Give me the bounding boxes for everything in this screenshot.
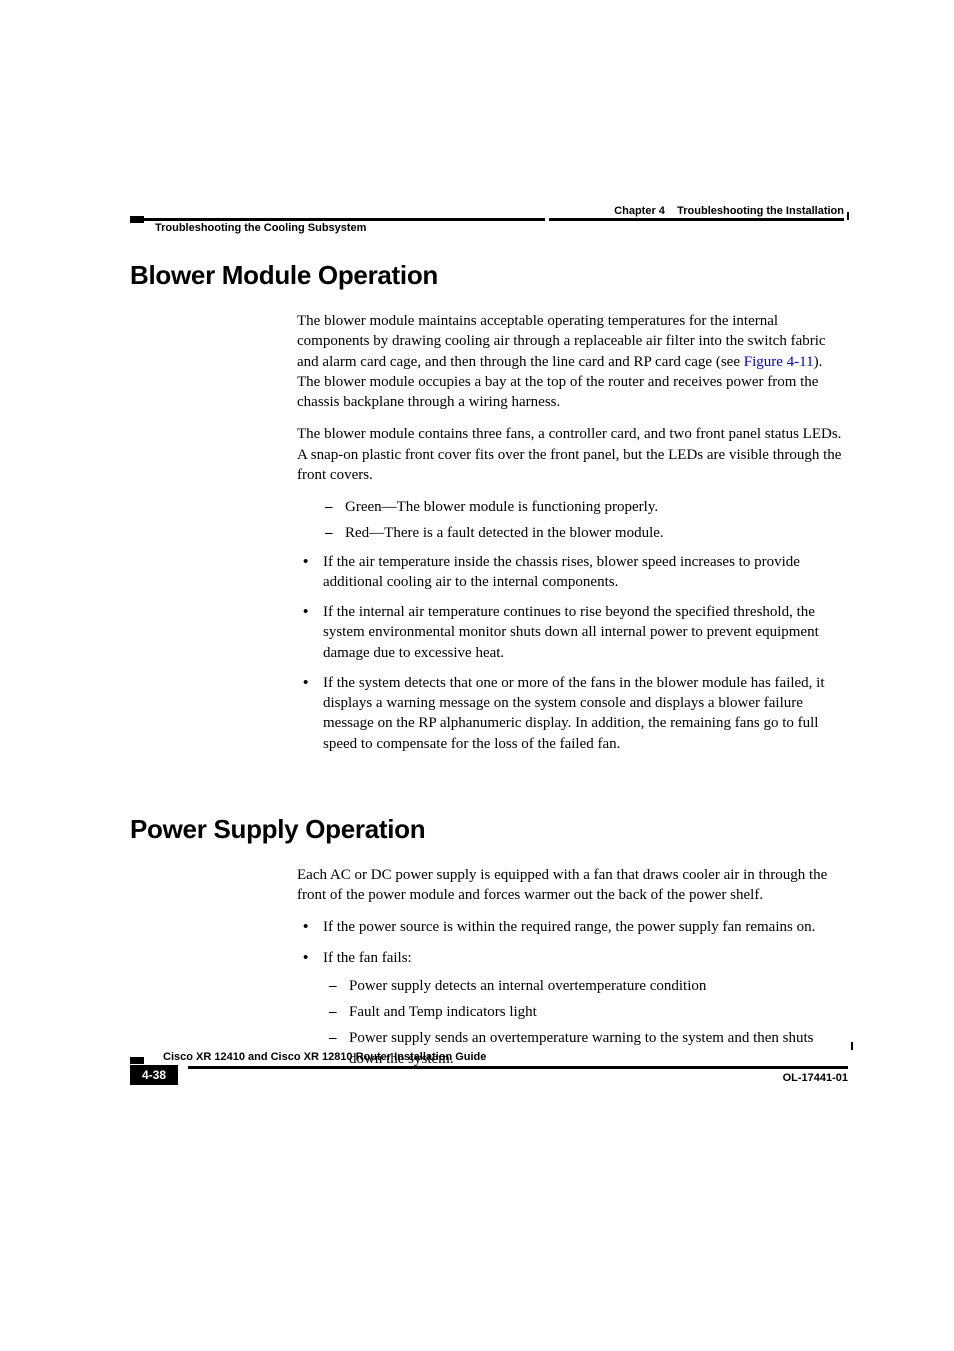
section1-body: The blower module maintains acceptable o…: [297, 311, 844, 754]
doc-number: OL-17441-01: [783, 1072, 848, 1084]
header-box-left: [130, 216, 144, 223]
chapter-title: Troubleshooting the Installation: [677, 205, 844, 217]
section1-para1: The blower module maintains acceptable o…: [297, 311, 844, 412]
header-rule-left: [130, 218, 545, 221]
section-heading-power: Power Supply Operation: [130, 814, 844, 845]
footer-tick: [851, 1042, 854, 1050]
section1-dash-list: Green—The blower module is functioning p…: [325, 497, 844, 544]
header-section: Troubleshooting the Cooling Subsystem: [155, 222, 366, 234]
section2-para1: Each AC or DC power supply is equipped w…: [297, 865, 844, 906]
footer: Cisco XR 12410 and Cisco XR 12810 Router…: [130, 1051, 848, 1069]
list-item: If the power source is within the requir…: [303, 917, 844, 937]
section2-bullet-list: If the power source is within the requir…: [303, 917, 844, 1069]
header-chapter: Chapter 4 Troubleshooting the Installati…: [614, 205, 844, 217]
section1-para2: The blower module contains three fans, a…: [297, 424, 844, 485]
list-item: Green—The blower module is functioning p…: [325, 497, 844, 517]
bullet2-text: If the fan fails:: [323, 950, 412, 966]
list-item: Power supply detects an internal overtem…: [329, 976, 844, 996]
section2-body: Each AC or DC power supply is equipped w…: [297, 865, 844, 1069]
header-tick-right: [847, 212, 850, 220]
section1-bullet-list: If the air temperature inside the chassi…: [303, 552, 844, 754]
figure-link[interactable]: Figure 4-11: [744, 354, 814, 370]
section-heading-blower: Blower Module Operation: [130, 260, 844, 291]
footer-rule: [188, 1066, 848, 1069]
header-rule-right: [549, 218, 844, 221]
footer-guide-title: Cisco XR 12410 and Cisco XR 12810 Router…: [163, 1051, 848, 1063]
page-number: 4-38: [130, 1065, 178, 1085]
list-item: If the internal air temperature continue…: [303, 602, 844, 663]
list-item: If the air temperature inside the chassi…: [303, 552, 844, 593]
chapter-label: Chapter 4: [614, 205, 665, 217]
list-item: If the system detects that one or more o…: [303, 673, 844, 754]
list-item: Red—There is a fault detected in the blo…: [325, 523, 844, 543]
list-item: Fault and Temp indicators light: [329, 1002, 844, 1022]
